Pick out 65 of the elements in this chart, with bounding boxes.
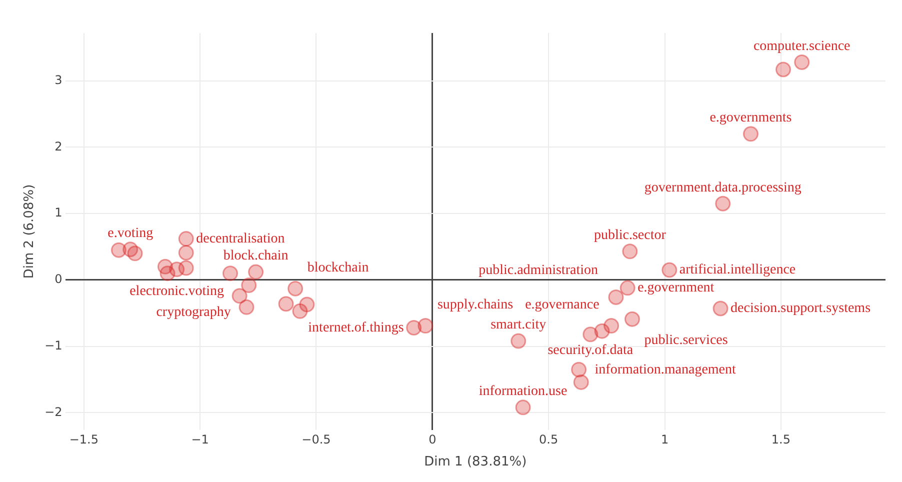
point [620,280,636,296]
point [794,54,810,70]
point [662,262,678,278]
data-label: cryptography [156,304,231,320]
data-label: public.services [644,332,728,348]
y-tick-label: 1 [54,206,62,220]
x-tick-label: 0.5 [539,432,558,446]
x-tick-label: 1.5 [771,432,790,446]
data-label: e.government [638,280,714,296]
point [178,260,194,276]
data-label: decision.support.systems [730,301,871,316]
point [715,196,731,212]
x-tick-label: 0 [428,432,436,446]
data-label: electronic.voting [130,284,224,300]
point [622,244,638,260]
x-axis-title: Dim 1 (83.81%) [424,454,527,470]
point [127,246,143,262]
point [178,244,194,260]
point [742,126,758,142]
point [776,62,792,78]
data-label: computer.science [753,38,850,54]
x-tick-label: 1 [660,432,669,446]
point [238,299,254,315]
data-label: information.use [478,384,568,400]
point [222,266,238,282]
point [515,400,531,416]
point [288,280,304,296]
point [248,264,264,280]
point [608,289,624,305]
data-label: supply.chains [437,297,514,312]
data-label: internet.of.things [308,320,404,336]
data-label: decentralisation [196,231,285,246]
point [178,231,194,247]
data-label: e.governance [525,297,600,312]
x-tick-label: −1.5 [69,432,98,446]
y-tick-label: 2 [54,139,62,154]
point [573,374,589,390]
data-label: block.chain [223,248,288,264]
x-tick-label: −0.5 [302,432,331,446]
data-label: blockchain [307,260,369,276]
data-label: security.of.data [548,343,634,358]
data-label: e.governments [710,110,792,126]
data-label: smart.city [490,318,546,333]
data-label: e.voting [108,226,154,242]
point [232,288,248,304]
x-tick-label: −1 [191,432,209,446]
data-label: artificial.intelligence [679,262,796,278]
y-tick-label: 3 [54,72,62,87]
point [712,300,728,316]
point [278,296,294,312]
y-tick-label: −2 [44,404,62,419]
y-tick-label: 0 [54,272,62,286]
point [510,333,526,349]
point [571,362,587,378]
point [604,318,620,334]
y-tick-label: −1 [44,338,62,352]
y-axis-title: Dim 2 (6.08%) [22,184,38,279]
point [241,278,257,294]
point [624,311,640,327]
data-label: government.data.processing [644,180,802,196]
data-label: information.management [594,362,736,378]
data-label: public.administration [478,262,598,278]
data-label: public.sector [594,228,666,244]
point [299,296,315,312]
point [418,318,434,334]
